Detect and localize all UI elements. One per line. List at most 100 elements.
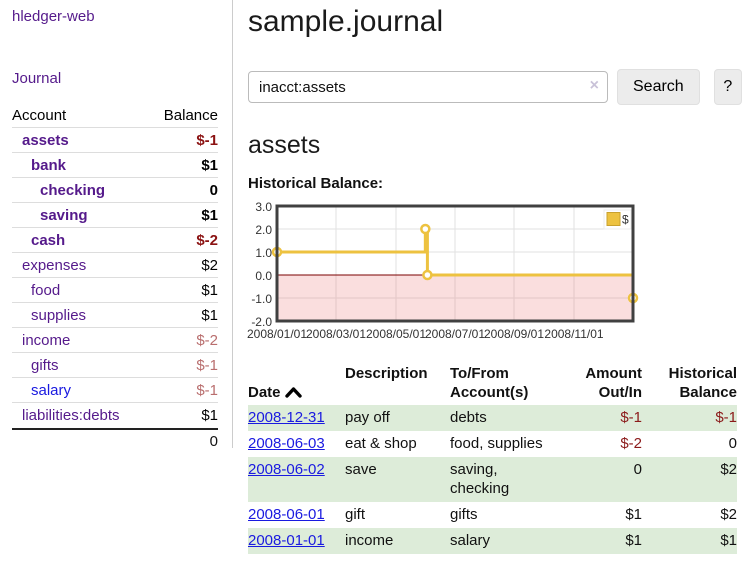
- account-balance: $2: [201, 256, 218, 274]
- col-amount: Amount Out/In: [585, 365, 642, 401]
- account-balance: $1: [201, 306, 218, 324]
- svg-text:2008/03/01: 2008/03/01: [306, 327, 366, 341]
- description-cell: income: [345, 532, 394, 549]
- app-title-link[interactable]: hledger-web: [12, 8, 95, 25]
- account-row-bank: bank $1: [12, 153, 218, 178]
- legend-label: $: [622, 213, 629, 227]
- register-row[interactable]: 2008-06-02 save saving, checking 0 $2: [248, 457, 737, 502]
- negative-region: [278, 275, 632, 320]
- accounts-col-account: Account: [12, 106, 67, 124]
- account-link[interactable]: bank: [31, 156, 67, 174]
- account-link[interactable]: expenses: [22, 256, 87, 274]
- search-button[interactable]: Search: [617, 69, 700, 105]
- svg-text:0.0: 0.0: [255, 269, 272, 283]
- description-cell: gift: [345, 506, 366, 523]
- search-form: × Search ?: [248, 69, 742, 105]
- historical-cell: $-1: [715, 409, 737, 426]
- account-heading: assets: [248, 131, 321, 159]
- tofrom-cell: gifts: [450, 506, 478, 523]
- register-table: Date Description To/From Account(s) Amou…: [248, 362, 737, 554]
- account-link[interactable]: assets: [22, 131, 69, 149]
- sort-ascending-icon: [284, 387, 302, 398]
- account-link[interactable]: cash: [31, 231, 66, 249]
- help-button[interactable]: ?: [713, 69, 742, 105]
- amount-cell: $1: [625, 532, 642, 549]
- account-row-food: food $1: [12, 278, 218, 303]
- date-link[interactable]: 2008-06-01: [248, 506, 325, 523]
- x-axis-labels: 2008/01/01 2008/03/01 2008/05/01 2008/07…: [247, 327, 604, 341]
- account-balance: $1: [201, 281, 218, 299]
- date-link[interactable]: 2008-12-31: [248, 409, 325, 426]
- amount-cell: 0: [633, 461, 642, 478]
- account-link[interactable]: gifts: [31, 356, 59, 374]
- account-row-saving: saving $1: [12, 203, 218, 228]
- col-date[interactable]: Date: [248, 362, 345, 405]
- date-link[interactable]: 2008-06-02: [248, 461, 325, 478]
- description-cell: save: [345, 461, 377, 478]
- description-cell: eat & shop: [345, 435, 417, 452]
- account-link[interactable]: supplies: [31, 306, 87, 324]
- account-link[interactable]: income: [22, 331, 71, 349]
- sidebar: hledger-web Journal Account Balance asse…: [0, 0, 233, 450]
- account-link[interactable]: saving: [40, 206, 88, 224]
- historical-cell: 0: [728, 435, 737, 452]
- historical-cell: $2: [720, 461, 737, 478]
- tofrom-cell: salary: [450, 532, 491, 549]
- accounts-total: 0: [209, 433, 218, 450]
- svg-text:2008/01/01: 2008/01/01: [247, 327, 307, 341]
- clear-search-icon[interactable]: ×: [589, 77, 599, 94]
- svg-text:3.0: 3.0: [255, 201, 272, 214]
- register-row[interactable]: 2008-12-31 pay off debts $-1 $-1: [248, 405, 737, 431]
- account-balance: $-2: [196, 231, 218, 249]
- account-row-supplies: supplies $1: [12, 303, 218, 328]
- register-row[interactable]: 2008-06-01 gift gifts $1 $2: [248, 502, 737, 528]
- register-row[interactable]: 2008-01-01 income salary $1 $1: [248, 528, 737, 554]
- account-balance: $-2: [196, 331, 218, 349]
- main-content: sample.journal × Search ? assets Histori…: [247, 0, 742, 554]
- col-historical: Historical Balance: [668, 365, 737, 401]
- svg-text:-1.0: -1.0: [251, 292, 272, 306]
- chart-legend: $: [603, 209, 632, 230]
- register-row[interactable]: 2008-06-03 eat & shop food, supplies $-2…: [248, 431, 737, 457]
- account-balance: $-1: [196, 131, 218, 149]
- historical-balance-chart: $ 3.0 2.0 1.0 0.0 -1.0 -2.0 2008/01/01 2…: [247, 201, 639, 341]
- account-row-liabilities-debts: liabilities:debts $1: [12, 403, 218, 428]
- account-balance: 0: [209, 181, 218, 199]
- svg-text:2008/07/01: 2008/07/01: [425, 327, 485, 341]
- account-balance: $-1: [196, 356, 218, 374]
- description-cell: pay off: [345, 409, 390, 426]
- date-link[interactable]: 2008-06-03: [248, 435, 325, 452]
- account-link[interactable]: liabilities:debts: [22, 407, 120, 424]
- accounts-total-row: 0: [12, 428, 218, 453]
- legend-swatch: [606, 212, 621, 226]
- y-axis-labels: 3.0 2.0 1.0 0.0 -1.0 -2.0: [251, 201, 272, 329]
- col-tofrom: To/From Account(s): [450, 365, 529, 401]
- account-row-income: income $-2: [12, 328, 218, 353]
- account-row-assets: assets $-1: [12, 128, 218, 153]
- amount-cell: $1: [625, 506, 642, 523]
- accounts-col-balance: Balance: [163, 106, 218, 124]
- amount-cell: $-1: [620, 409, 642, 426]
- account-balance: $1: [201, 407, 218, 424]
- svg-text:2.0: 2.0: [255, 223, 272, 237]
- historical-cell: $1: [720, 532, 737, 549]
- amount-cell: $-2: [620, 435, 642, 452]
- account-row-salary: salary $-1: [12, 378, 218, 403]
- account-link[interactable]: checking: [40, 181, 106, 199]
- svg-text:2008/05/01: 2008/05/01: [366, 327, 426, 341]
- accounts-tree: Account Balance assets $-1 bank $1 check…: [12, 103, 218, 453]
- account-row-expenses: expenses $2: [12, 253, 218, 278]
- account-link[interactable]: salary: [31, 381, 72, 399]
- date-link[interactable]: 2008-01-01: [248, 532, 325, 549]
- plot-border: [275, 204, 635, 323]
- search-input[interactable]: [248, 71, 608, 103]
- account-link[interactable]: food: [31, 281, 61, 299]
- account-balance: $1: [201, 206, 218, 224]
- svg-text:2008/09/01: 2008/09/01: [484, 327, 544, 341]
- account-row-cash: cash $-2: [12, 228, 218, 253]
- historical-cell: $2: [720, 506, 737, 523]
- account-row-checking: checking 0: [12, 178, 218, 203]
- account-row-gifts: gifts $-1: [12, 353, 218, 378]
- sidebar-item-journal[interactable]: Journal: [12, 70, 62, 87]
